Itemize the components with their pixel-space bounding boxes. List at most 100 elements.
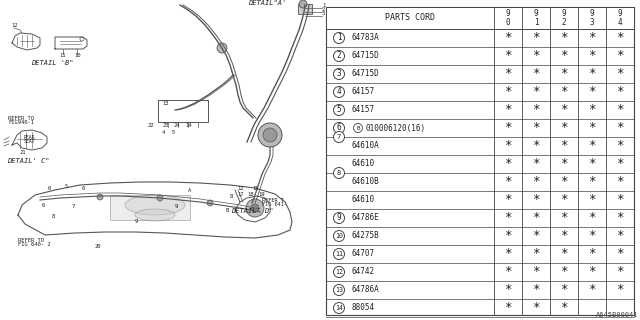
Text: 6: 6 xyxy=(48,186,51,191)
Text: 18: 18 xyxy=(247,192,253,197)
Text: *: * xyxy=(560,68,568,81)
Circle shape xyxy=(246,199,264,217)
Text: 64783A: 64783A xyxy=(352,34,380,43)
Text: 010006120(16): 010006120(16) xyxy=(365,124,425,132)
Text: *: * xyxy=(532,50,540,62)
Text: *: * xyxy=(616,122,624,134)
Ellipse shape xyxy=(125,195,185,215)
Text: *: * xyxy=(504,68,512,81)
Bar xyxy=(110,195,190,220)
Text: *: * xyxy=(616,284,624,297)
Text: 9: 9 xyxy=(135,219,138,224)
Text: PARTS CORD: PARTS CORD xyxy=(385,13,435,22)
Text: FIG940-1: FIG940-1 xyxy=(8,120,34,125)
Text: 8: 8 xyxy=(230,194,233,199)
Text: DETAIL' C": DETAIL' C" xyxy=(7,158,49,164)
Text: *: * xyxy=(616,31,624,44)
Text: 64610B: 64610B xyxy=(352,178,380,187)
Text: 7: 7 xyxy=(337,134,341,140)
Text: *: * xyxy=(504,284,512,297)
Text: SEAT: SEAT xyxy=(24,139,35,144)
Text: *: * xyxy=(504,266,512,278)
Text: 64610: 64610 xyxy=(352,196,375,204)
Circle shape xyxy=(333,284,344,295)
Text: *: * xyxy=(616,85,624,99)
Text: 9: 9 xyxy=(337,213,341,222)
Text: *: * xyxy=(532,122,540,134)
Text: *: * xyxy=(560,284,568,297)
Text: *: * xyxy=(560,212,568,225)
Text: *: * xyxy=(560,103,568,116)
Text: *: * xyxy=(532,103,540,116)
Text: 22: 22 xyxy=(148,123,154,128)
Bar xyxy=(158,100,208,122)
Circle shape xyxy=(333,123,344,133)
Text: *: * xyxy=(616,68,624,81)
Text: *: * xyxy=(588,31,596,44)
Text: *: * xyxy=(560,31,568,44)
Text: *: * xyxy=(532,140,540,153)
Text: *: * xyxy=(504,301,512,315)
Text: A645B00041: A645B00041 xyxy=(595,312,638,318)
Text: 19: 19 xyxy=(258,192,264,197)
Text: *: * xyxy=(588,247,596,260)
Text: *: * xyxy=(560,122,568,134)
Text: *: * xyxy=(560,301,568,315)
Circle shape xyxy=(333,51,344,61)
Text: *: * xyxy=(504,122,512,134)
Text: *: * xyxy=(504,175,512,188)
Text: *: * xyxy=(504,85,512,99)
Bar xyxy=(0,0,325,320)
Circle shape xyxy=(333,167,344,179)
Text: *: * xyxy=(588,194,596,206)
Text: *: * xyxy=(532,157,540,171)
Text: *: * xyxy=(532,68,540,81)
Text: *: * xyxy=(532,229,540,243)
Text: 64742: 64742 xyxy=(352,268,375,276)
Text: 14: 14 xyxy=(335,305,343,311)
Text: B: B xyxy=(356,125,360,131)
Text: 23: 23 xyxy=(163,123,170,128)
Text: 9
4: 9 4 xyxy=(618,9,622,27)
Text: 64157: 64157 xyxy=(352,106,375,115)
Circle shape xyxy=(299,0,307,8)
Text: 12: 12 xyxy=(11,23,17,28)
Text: 9
1: 9 1 xyxy=(534,9,538,27)
Text: 64786E: 64786E xyxy=(352,213,380,222)
Circle shape xyxy=(333,230,344,242)
Text: *: * xyxy=(532,212,540,225)
Text: DETAIL' D": DETAIL' D" xyxy=(231,208,273,214)
Text: *: * xyxy=(532,284,540,297)
Circle shape xyxy=(333,212,344,223)
Bar xyxy=(326,7,634,29)
Text: DETAIL"A': DETAIL"A' xyxy=(248,0,286,6)
Bar xyxy=(298,4,312,14)
Text: 6: 6 xyxy=(42,203,45,208)
Text: *: * xyxy=(532,247,540,260)
Text: 64715D: 64715D xyxy=(352,52,380,60)
Text: *: * xyxy=(588,175,596,188)
Text: 5: 5 xyxy=(337,106,341,115)
Text: *: * xyxy=(616,247,624,260)
Text: 8: 8 xyxy=(52,214,55,219)
Text: *: * xyxy=(504,229,512,243)
Text: 5: 5 xyxy=(172,130,175,135)
Circle shape xyxy=(251,204,259,212)
Ellipse shape xyxy=(135,209,175,221)
Text: REFER TO: REFER TO xyxy=(8,116,34,121)
Text: *: * xyxy=(616,175,624,188)
Text: *: * xyxy=(504,247,512,260)
Text: *: * xyxy=(504,212,512,225)
Text: *: * xyxy=(588,284,596,297)
Text: 9
2: 9 2 xyxy=(562,9,566,27)
Circle shape xyxy=(333,68,344,79)
Text: *: * xyxy=(616,266,624,278)
Text: *: * xyxy=(560,50,568,62)
Text: *: * xyxy=(588,140,596,153)
Text: *: * xyxy=(504,31,512,44)
Text: *: * xyxy=(560,85,568,99)
Text: *: * xyxy=(532,31,540,44)
Circle shape xyxy=(263,128,277,142)
Text: 12: 12 xyxy=(237,186,243,191)
Circle shape xyxy=(97,194,103,200)
